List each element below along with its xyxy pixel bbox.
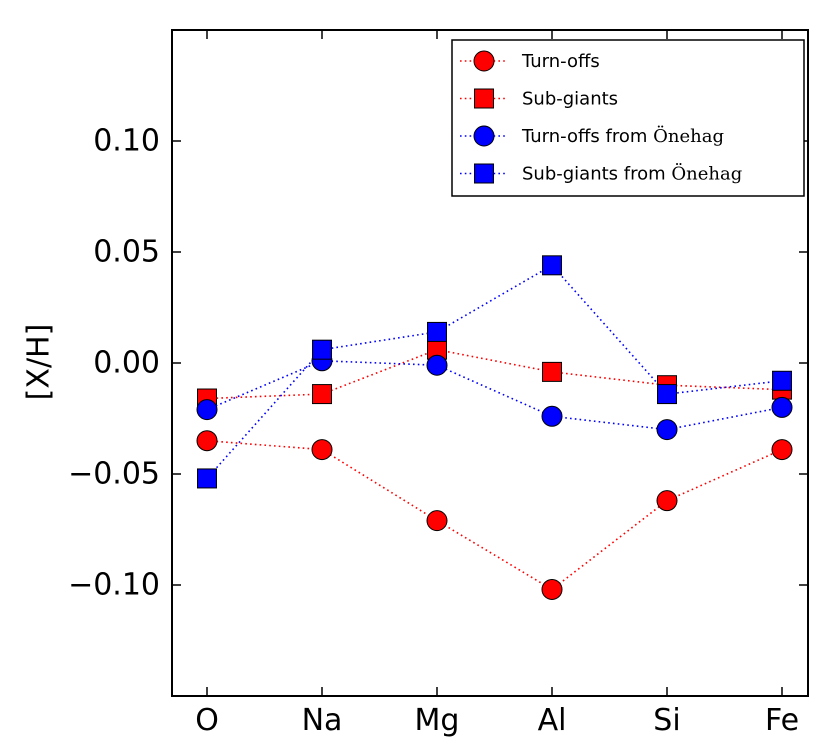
- legend-label: Turn-offs: [521, 51, 600, 72]
- data-point: [196, 430, 218, 452]
- data-point: [656, 490, 678, 512]
- legend-label-text: Sub-giants: [522, 88, 618, 109]
- legend-label-text: Turn-offs: [521, 51, 600, 72]
- series-1: [196, 430, 793, 600]
- x-tick-label: O: [195, 703, 219, 738]
- legend-label-author: Önehag: [653, 124, 724, 147]
- series-2: [197, 339, 792, 409]
- legend-item: Sub-giants from Önehag: [460, 161, 742, 184]
- series-3: [196, 350, 793, 441]
- data-point: [657, 384, 677, 405]
- data-point: [197, 468, 217, 489]
- x-tick-label: Si: [653, 703, 680, 738]
- data-point: [542, 361, 562, 382]
- x-tick-label: Na: [302, 703, 343, 738]
- legend-label: Sub-giants from Önehag: [522, 161, 742, 184]
- legend-label-author: Önehag: [671, 161, 742, 184]
- series-line: [206, 359, 783, 431]
- series-4: [197, 255, 792, 489]
- legend-item: Turn-offs from Önehag: [460, 124, 724, 147]
- x-tick-label: Al: [538, 703, 567, 738]
- y-tick-label: 0.05: [93, 235, 160, 270]
- series-line: [206, 264, 783, 479]
- y-tick-label: −0.05: [68, 457, 160, 492]
- y-tick-label: 0.10: [93, 124, 160, 159]
- legend-item: Turn-offs: [460, 50, 600, 72]
- data-point: [542, 255, 562, 276]
- data-point: [541, 578, 563, 600]
- data-point: [771, 396, 793, 418]
- data-point: [311, 439, 333, 461]
- legend-marker: [474, 88, 494, 109]
- data-point: [771, 439, 793, 461]
- data-point: [312, 339, 332, 360]
- data-point: [427, 321, 447, 342]
- legend-item: Sub-giants: [460, 88, 618, 109]
- legend-label: Turn-offs from Önehag: [521, 124, 724, 147]
- data-point: [312, 384, 332, 405]
- data-point: [426, 354, 448, 376]
- y-tick-label: −0.10: [68, 568, 160, 603]
- y-axis-label: [X/H]: [22, 324, 57, 401]
- y-tick-label: 0.00: [93, 346, 160, 381]
- data-point: [541, 405, 563, 427]
- x-tick-label: Fe: [765, 703, 799, 738]
- legend-label-text: Turn-offs from: [521, 126, 653, 147]
- legend: Turn-offs Sub-giants Turn-offs from Önehag…: [451, 39, 805, 197]
- legend-label-text: Sub-giants from: [522, 163, 671, 184]
- data-point: [656, 419, 678, 441]
- series-line: [206, 348, 783, 400]
- y-axis-label-group: [X/H]: [22, 324, 57, 401]
- legend-frame: [451, 39, 805, 197]
- data-point: [426, 510, 448, 532]
- data-point: [772, 370, 792, 391]
- data-point: [196, 399, 218, 421]
- plot-area: −0.10 −0.05 0.00 0.05 0.10 O Na Mg Al Si Fe Turn-of…: [68, 29, 809, 738]
- legend-marker: [473, 50, 495, 72]
- legend-label: Sub-giants: [522, 88, 618, 109]
- legend-marker: [474, 163, 494, 184]
- x-tick-label: Mg: [415, 703, 460, 738]
- legend-marker: [473, 125, 495, 147]
- series-line: [206, 439, 783, 591]
